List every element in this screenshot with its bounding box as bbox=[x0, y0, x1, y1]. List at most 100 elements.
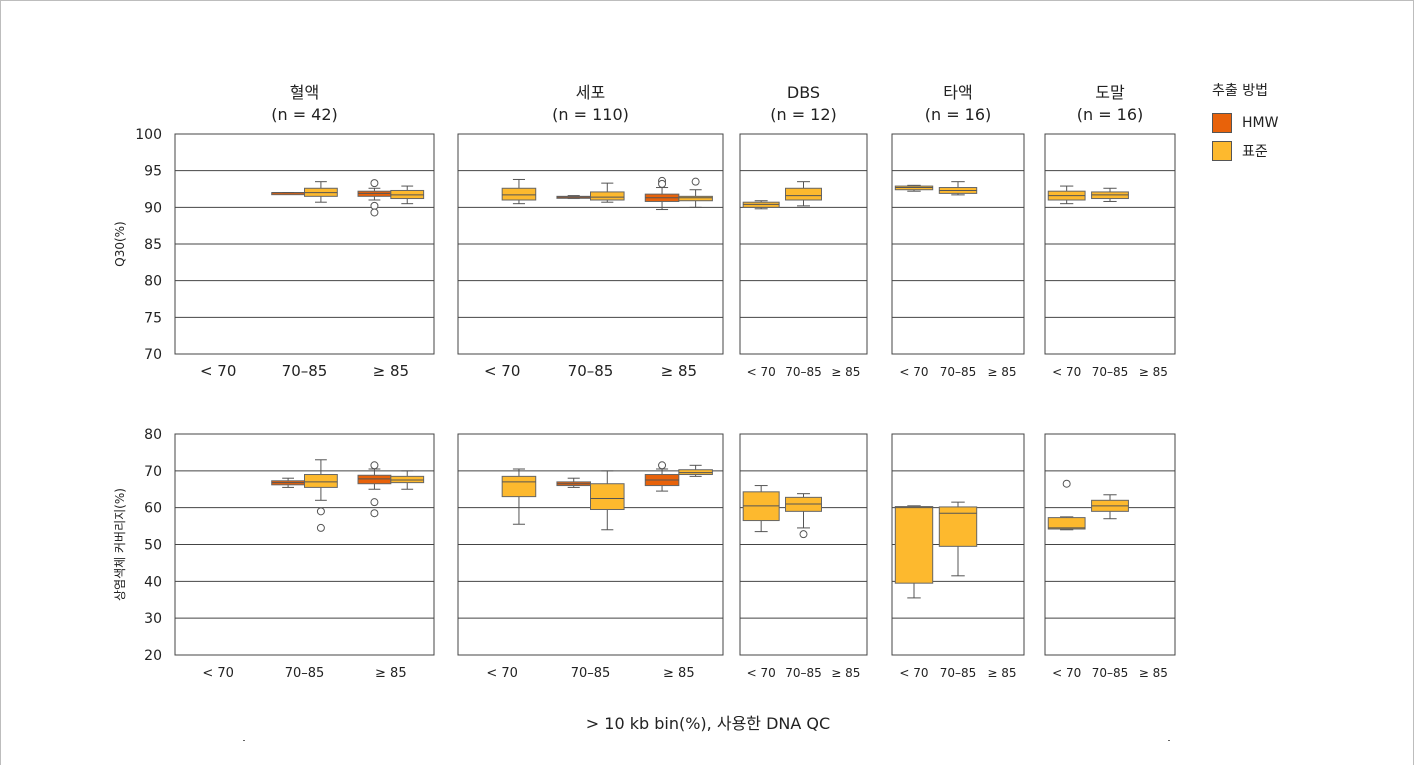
panel-border bbox=[891, 433, 1025, 656]
x-tick-label: 70–85 bbox=[571, 666, 611, 681]
x-axis-label: > 10 kb bin(%), 사용한 DNA QC bbox=[585, 714, 831, 733]
y-tick-label: 20 bbox=[144, 648, 162, 664]
y-tick-label: 40 bbox=[144, 574, 162, 590]
x-tick-label: 70–85 bbox=[282, 362, 328, 380]
panel-border bbox=[174, 433, 435, 656]
y-tick-label: 60 bbox=[144, 501, 162, 517]
panel-title: 세포 bbox=[576, 83, 605, 102]
x-tick-label: ≥ 85 bbox=[661, 362, 697, 380]
y-tick-label: 90 bbox=[144, 200, 162, 216]
outlier-point bbox=[658, 179, 667, 188]
panel-n-label: (n = 12) bbox=[770, 105, 837, 124]
y-tick-label: 80 bbox=[144, 427, 162, 443]
outlier-point bbox=[316, 523, 325, 532]
x-tick-label: < 70 bbox=[899, 365, 928, 379]
box-standard bbox=[678, 469, 713, 476]
y-axis-title: Q30(%) bbox=[113, 221, 127, 266]
panel-n-label: (n = 16) bbox=[1077, 105, 1144, 124]
y-tick-label: 95 bbox=[144, 164, 162, 180]
box-standard bbox=[590, 483, 625, 511]
panel-title: 타액 bbox=[943, 83, 972, 102]
x-tick-label: 70–85 bbox=[940, 365, 977, 379]
panel-border bbox=[457, 433, 724, 656]
box-standard bbox=[1047, 517, 1086, 530]
x-tick-label: ≥ 85 bbox=[373, 362, 409, 380]
x-tick-label: 70–85 bbox=[568, 362, 614, 380]
outlier-point bbox=[370, 461, 379, 470]
legend-swatch-hmw bbox=[1212, 113, 1232, 133]
y-tick-label: 85 bbox=[144, 237, 162, 253]
x-tick-label: ≥ 85 bbox=[831, 666, 860, 680]
box-standard bbox=[390, 475, 425, 484]
panel-title: DBS bbox=[787, 83, 820, 102]
x-tick-label: 70–85 bbox=[1092, 666, 1129, 680]
legend-item-standard: 표준 bbox=[1212, 140, 1278, 162]
y-tick-label: 75 bbox=[144, 310, 162, 326]
box-standard bbox=[501, 475, 537, 498]
outlier-point bbox=[691, 177, 700, 186]
x-tick-label: < 70 bbox=[747, 666, 776, 680]
box-standard bbox=[678, 195, 713, 202]
panel-n-label: (n = 16) bbox=[925, 105, 992, 124]
panel-border bbox=[457, 133, 724, 355]
y-tick-label: 70 bbox=[144, 347, 162, 363]
x-tick-label: 70–85 bbox=[1092, 365, 1129, 379]
x-tick-label: ≥ 85 bbox=[1139, 365, 1168, 379]
x-tick-label: 70–85 bbox=[940, 666, 977, 680]
divider-dot-left bbox=[243, 740, 245, 741]
y-tick-label: 50 bbox=[144, 538, 162, 554]
y-tick-label: 80 bbox=[144, 274, 162, 290]
y-tick-label: 100 bbox=[135, 127, 162, 143]
box-standard bbox=[590, 191, 625, 201]
outlier-point bbox=[658, 461, 667, 470]
outlier-point bbox=[316, 507, 325, 516]
panel-border bbox=[1044, 433, 1176, 656]
outlier-point bbox=[370, 498, 379, 507]
box-standard bbox=[501, 187, 537, 201]
x-tick-label: ≥ 85 bbox=[831, 365, 860, 379]
outlier-point bbox=[370, 179, 379, 188]
panel-title: 혈액 bbox=[290, 83, 319, 102]
y-tick-label: 30 bbox=[144, 611, 162, 627]
x-tick-label: ≥ 85 bbox=[987, 365, 1016, 379]
x-tick-label: 70–85 bbox=[285, 666, 325, 681]
x-tick-label: ≥ 85 bbox=[663, 666, 695, 681]
x-tick-label: < 70 bbox=[484, 362, 520, 380]
legend-item-hmw: HMW bbox=[1212, 112, 1278, 134]
x-tick-label: < 70 bbox=[1052, 666, 1081, 680]
x-tick-label: 70–85 bbox=[785, 365, 822, 379]
box-standard bbox=[304, 474, 338, 488]
box-standard bbox=[785, 187, 822, 201]
outlier-point bbox=[370, 208, 379, 217]
x-tick-label: ≥ 85 bbox=[375, 666, 407, 681]
outlier-point bbox=[799, 530, 808, 539]
outlier-point bbox=[370, 201, 379, 210]
x-tick-label: < 70 bbox=[202, 666, 234, 681]
panel-border bbox=[739, 133, 868, 355]
panel-n-label: (n = 42) bbox=[271, 105, 338, 124]
x-tick-label: 70–85 bbox=[785, 666, 822, 680]
legend-swatch-standard bbox=[1212, 141, 1232, 161]
outlier-point bbox=[1062, 479, 1071, 488]
x-tick-label: ≥ 85 bbox=[987, 666, 1016, 680]
x-tick-label: < 70 bbox=[747, 365, 776, 379]
box-hmw bbox=[357, 474, 392, 485]
legend-title: 추출 방법 bbox=[1212, 83, 1268, 99]
y-axis-title: 상염색체 커버리지(%) bbox=[113, 488, 127, 601]
panel-title: 도말 bbox=[1095, 83, 1125, 102]
panel-border bbox=[891, 133, 1025, 355]
y-tick-label: 70 bbox=[144, 464, 162, 480]
panel-border bbox=[174, 133, 435, 355]
x-tick-label: < 70 bbox=[200, 362, 236, 380]
panel-n-label: (n = 110) bbox=[552, 105, 629, 124]
x-tick-label: < 70 bbox=[1052, 365, 1081, 379]
x-tick-label: ≥ 85 bbox=[1139, 666, 1168, 680]
panel-border bbox=[739, 433, 868, 656]
legend-label-standard: 표준 bbox=[1242, 144, 1268, 160]
x-tick-label: < 70 bbox=[899, 666, 928, 680]
x-tick-label: < 70 bbox=[486, 666, 518, 681]
legend-label-hmw: HMW bbox=[1242, 115, 1279, 131]
outlier-point bbox=[370, 509, 379, 518]
